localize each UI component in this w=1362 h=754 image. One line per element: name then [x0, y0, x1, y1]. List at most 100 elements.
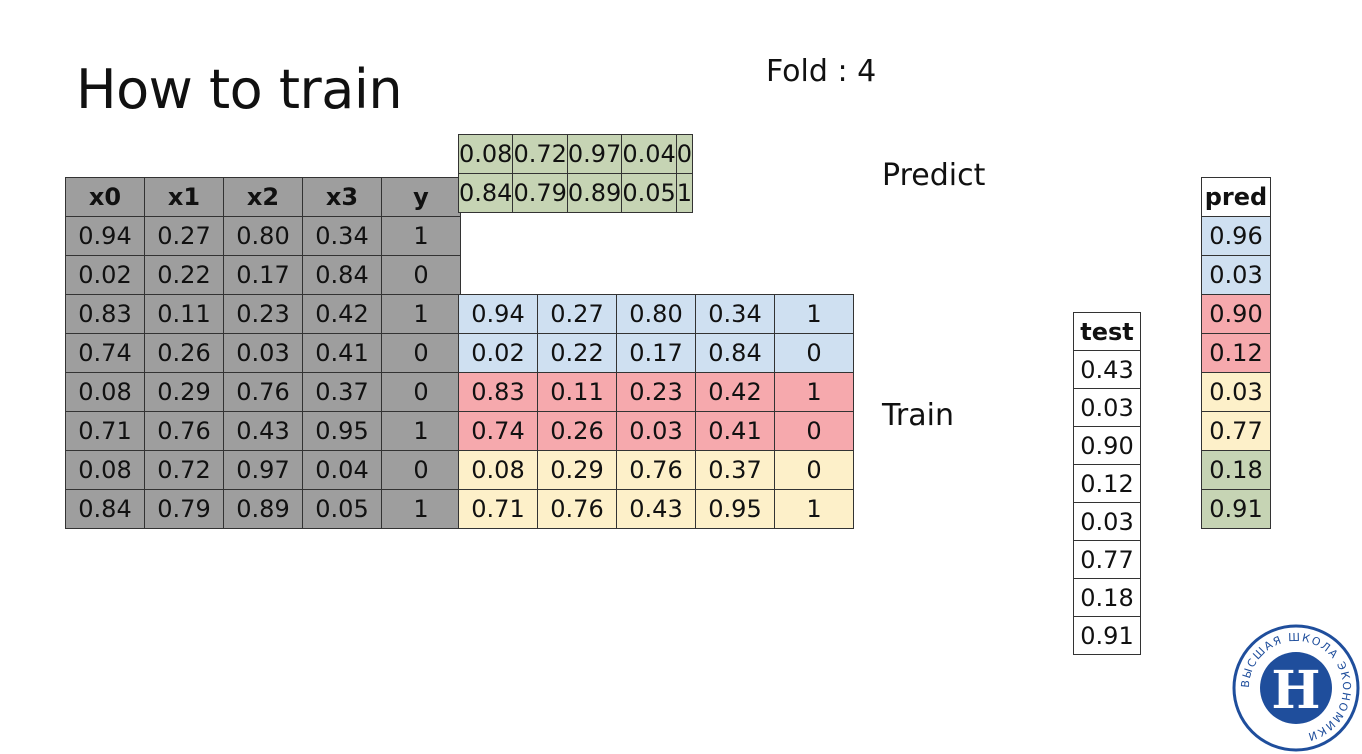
slide-title: How to train	[76, 58, 403, 121]
table-cell: 0.08	[457, 134, 514, 174]
table-row: 0.90	[1201, 294, 1271, 334]
table-cell: 0	[381, 450, 461, 490]
table-row: 0.71 0.76 0.43 0.95 1	[65, 411, 461, 451]
table-row: 0.94 0.27 0.80 0.34 1	[458, 294, 854, 334]
table-row: 0.03	[1201, 372, 1271, 412]
table-row: 0.91	[1201, 489, 1271, 529]
table-cell: 0.89	[566, 173, 623, 213]
table-cell: 0.71	[65, 411, 145, 451]
table-cell: 0.91	[1201, 489, 1271, 529]
table-row: 0.18	[1073, 578, 1141, 617]
table-cell: 0	[381, 255, 461, 295]
train-label: Train	[882, 398, 954, 433]
table-cell: 0.96	[1201, 216, 1271, 256]
table-cell: 0.84	[457, 173, 514, 213]
table-row: 0.84 0.79 0.89 0.05 1	[457, 173, 694, 213]
table-cell: 0.80	[616, 294, 696, 334]
table-cell: 0.08	[65, 372, 145, 412]
table-cell: 0.72	[144, 450, 224, 490]
table-cell: 0.04	[302, 450, 382, 490]
table-cell: 0.95	[695, 489, 775, 529]
table-cell: 0.43	[223, 411, 303, 451]
table-cell: 0	[774, 333, 854, 373]
table-cell: 0.11	[144, 294, 224, 334]
table-cell: 0.94	[65, 216, 145, 256]
table-cell: 1	[381, 489, 461, 529]
table-cell: 1	[774, 294, 854, 334]
table-cell: 0.37	[695, 450, 775, 490]
table-cell: 1	[381, 411, 461, 451]
table-cell: 0.89	[223, 489, 303, 529]
table-cell: 0.43	[616, 489, 696, 529]
table-row: 0.02 0.22 0.17 0.84 0	[65, 255, 461, 295]
table-cell: 0.97	[566, 134, 623, 174]
table-cell: 0.94	[458, 294, 538, 334]
table-cell: 0.12	[1073, 464, 1141, 503]
table-cell: 0.43	[1073, 350, 1141, 389]
table-cell: 0.84	[65, 489, 145, 529]
table-cell: 0.71	[458, 489, 538, 529]
table-cell: 0.26	[144, 333, 224, 373]
table-cell: 0.74	[65, 333, 145, 373]
table-row: 0.18	[1201, 450, 1271, 490]
train-table: 0.94 0.27 0.80 0.34 1 0.02 0.22 0.17 0.84 0 0.83 0.…	[458, 294, 854, 529]
table-cell: 0.05	[621, 173, 677, 213]
table-cell: 0.34	[302, 216, 382, 256]
table-cell: 0.23	[616, 372, 696, 412]
dataset-body: 0.94 0.27 0.80 0.34 1 0.02 0.22 0.17 0.84 0 0.83 0.…	[65, 216, 461, 529]
table-cell: 0.79	[144, 489, 224, 529]
pred-header: pred	[1201, 177, 1271, 217]
table-row: 0.08 0.29 0.76 0.37 0	[458, 450, 854, 490]
predict-table: 0.08 0.72 0.97 0.04 0 0.84 0.79 0.89 0.05 1	[457, 134, 694, 213]
predict-label: Predict	[882, 158, 986, 193]
table-cell: 0.79	[512, 173, 568, 213]
test-body: 0.43 0.03 0.90 0.12 0.03 0.77 0.18 0.91	[1073, 350, 1141, 655]
table-cell: 0.22	[144, 255, 224, 295]
table-cell: 0.29	[537, 450, 617, 490]
header-cell: x2	[223, 177, 303, 217]
table-cell: 0.04	[621, 134, 677, 174]
table-cell: 0.83	[65, 294, 145, 334]
table-row: 0.03	[1201, 255, 1271, 295]
table-row: 0.02 0.22 0.17 0.84 0	[458, 333, 854, 373]
table-cell: 0.76	[616, 450, 696, 490]
table-cell: 0.03	[223, 333, 303, 373]
table-header-row: x0 x1 x2 x3 y	[65, 177, 461, 217]
table-cell: 0	[774, 411, 854, 451]
table-cell: 1	[774, 372, 854, 412]
table-row: 0.74 0.26 0.03 0.41 0	[458, 411, 854, 451]
table-row: 0.77	[1073, 540, 1141, 579]
table-cell: 0	[774, 450, 854, 490]
table-cell: 0.76	[223, 372, 303, 412]
table-cell: 0.90	[1073, 426, 1141, 465]
table-cell: 0.41	[302, 333, 382, 373]
table-row: 0.08 0.72 0.97 0.04 0	[65, 450, 461, 490]
table-row: 0.08 0.72 0.97 0.04 0	[457, 134, 694, 174]
pred-body: 0.96 0.03 0.90 0.12 0.03 0.77 0.18 0.91	[1201, 216, 1271, 529]
table-cell: 0.03	[1073, 388, 1141, 427]
table-cell: 0.11	[537, 372, 617, 412]
table-cell: 0	[675, 134, 694, 174]
table-row: 0.91	[1073, 616, 1141, 655]
table-cell: 0.77	[1201, 411, 1271, 451]
table-row: 0.83 0.11 0.23 0.42 1	[458, 372, 854, 412]
table-cell: 0.41	[695, 411, 775, 451]
table-cell: 0.27	[537, 294, 617, 334]
table-cell: 0.90	[1201, 294, 1271, 334]
table-cell: 0.95	[302, 411, 382, 451]
table-cell: 0.18	[1201, 450, 1271, 490]
hse-logo-icon: ВЫСШАЯ ШКОЛА ЭКОНОМИКИ Н	[1232, 624, 1360, 752]
logo-monogram: Н	[1271, 660, 1320, 721]
table-cell: 1	[675, 173, 694, 213]
table-header-row: test	[1073, 312, 1141, 351]
table-cell: 1	[774, 489, 854, 529]
table-cell: 0.76	[537, 489, 617, 529]
table-row: 0.12	[1201, 333, 1271, 373]
table-cell: 0.08	[458, 450, 538, 490]
table-cell: 0.37	[302, 372, 382, 412]
table-cell: 0.29	[144, 372, 224, 412]
table-cell: 0.42	[695, 372, 775, 412]
table-row: 0.84 0.79 0.89 0.05 1	[65, 489, 461, 529]
table-cell: 0.72	[512, 134, 568, 174]
table-cell: 0.34	[695, 294, 775, 334]
